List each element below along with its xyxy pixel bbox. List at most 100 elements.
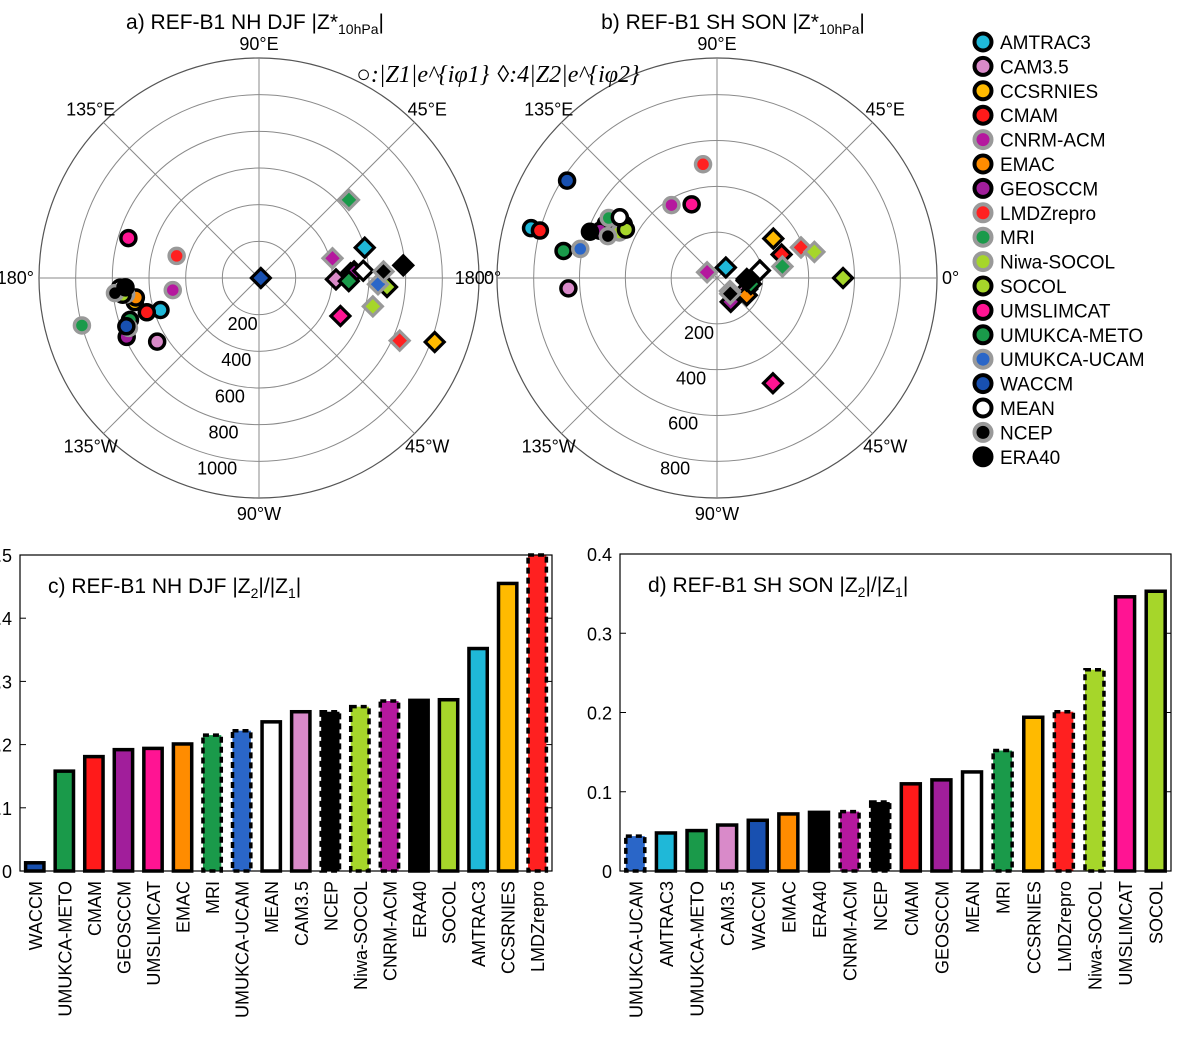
bar [526,553,549,873]
y-tick-label: 0.2 [587,704,612,724]
x-tick-label: WACCM [749,881,769,950]
circle-point [598,226,618,246]
bar [624,834,647,873]
circle-point [662,195,681,215]
circle-point [610,208,630,227]
polar-radial-tick-label: 200 [684,323,714,343]
polar-angle-label: 135°E [524,100,573,120]
x-tick-label: Niwa-SOCOL [351,881,371,990]
polar-b-title: b) REF-B1 SH SON |Z*10hPa| [601,11,865,37]
bar [807,810,831,873]
bar [201,733,224,873]
circle-point [167,246,186,266]
circle-point [119,228,138,248]
bar [112,747,135,873]
legend-marker [972,31,994,53]
bar [838,809,861,873]
diamond-point [718,282,743,306]
legend-label: ERA40 [1000,448,1060,469]
diamond-point [748,258,772,283]
bar [1022,715,1045,873]
legend-label: UMSLIMCAT [1000,301,1111,322]
legend-label: WACCM [1000,375,1073,396]
bar [1052,709,1076,873]
x-tick-label: CAM3.5 [292,881,312,946]
bar [1083,667,1106,873]
x-tick-label: LMDZrepro [1055,881,1075,972]
polar-angle-label: 90°E [697,34,736,54]
diamond-point [371,259,396,284]
x-tick-label: EMAC [174,881,194,933]
x-tick-label: WACCM [26,881,46,950]
diamond-point [735,267,759,291]
circle-point [554,241,573,261]
x-tick-label: CCSRNIES [499,881,519,974]
bar [1144,589,1167,873]
y-tick-label: .3 [0,672,12,692]
polar-angle-label: 180° [455,268,492,288]
circle-series [72,228,186,351]
bar [715,823,739,873]
circle-point [137,303,157,322]
legend-label: CNRM-ACM [1000,131,1106,152]
x-tick-label: SOCOL [1147,881,1167,944]
legend-label: CAM3.5 [1000,57,1069,78]
x-tick-label: LMDZrepro [528,881,548,972]
polar-radial-tick-label: 400 [676,368,706,388]
y-tick-label: .4 [0,609,12,629]
bar-panel-d: 0 0.1 0.2 0.3 0.4 UMUKCA-UCAM AMTRAC3 UMUKCA-ME… [587,545,1172,1018]
x-tick-label: NCEP [871,881,891,931]
diamond-point [802,240,827,264]
bar [348,704,371,873]
diamond-point [761,371,785,395]
bar [654,831,678,873]
y-tick-label: .1 [0,799,12,819]
x-tick-label: GEOSCCM [114,881,134,974]
x-tick-label: UMUKCA-UCAM [233,881,253,1018]
bar [868,800,892,873]
bar [289,709,312,873]
bar [437,697,460,873]
bar [142,746,164,873]
polar-radial-tick-label: 200 [228,314,258,334]
polar-angle-label: 135°W [522,436,576,456]
y-tick-label: 0.4 [587,545,612,565]
legend-marker [972,275,994,297]
legend-label: CMAM [1000,106,1058,127]
x-tick-label: NCEP [321,881,341,931]
circle-point [163,280,183,300]
polar-panel-a: a) REF-B1 NH DJF |Z*10hPa| 90°E45°E0°45°… [0,11,501,524]
polar-grid-spoke [561,122,873,434]
polar-angle-label: 135°E [66,100,115,120]
diamond-point [320,246,345,271]
polar-radial-tick-label: 1000 [197,459,237,479]
circle-point [530,221,550,240]
legend-label: AMTRAC3 [1000,33,1091,54]
diamond-point [831,266,855,290]
x-tick-label: UMUKCA-METO [688,881,708,1017]
legend-label: LMDZrepro [1000,204,1096,225]
legend-label: NCEP [1000,423,1053,444]
legend-marker [972,226,994,248]
legend-marker [972,80,994,102]
diamond-series [249,188,447,354]
x-tick-label: MRI [203,881,223,914]
legend-label: MRI [1000,228,1035,249]
legend-marker [972,421,994,443]
circle-point [580,222,600,242]
polar-angle-label: 0° [942,268,959,288]
diamond-point [361,294,385,319]
bar-panel-c: 0 .1 .2 .3 .4 .5 WACCM UMUKCA-METO CMAM GEOSCCM UM… [0,546,553,1018]
polar-radial-tick-label: 800 [209,422,239,442]
x-tick-label: CAM3.5 [718,881,738,946]
x-tick-label: SOCOL [440,881,460,944]
polar-grid [496,57,938,499]
x-tick-label: AMTRAC3 [469,881,489,967]
x-tick-label: CCSRNIES [1024,881,1044,974]
diamond-point [351,258,376,283]
circle-point [147,332,167,351]
x-tick-label: GEOSCCM [932,881,952,974]
y-tick-label: 0 [602,862,612,882]
x-tick-label: EMAC [779,881,799,933]
